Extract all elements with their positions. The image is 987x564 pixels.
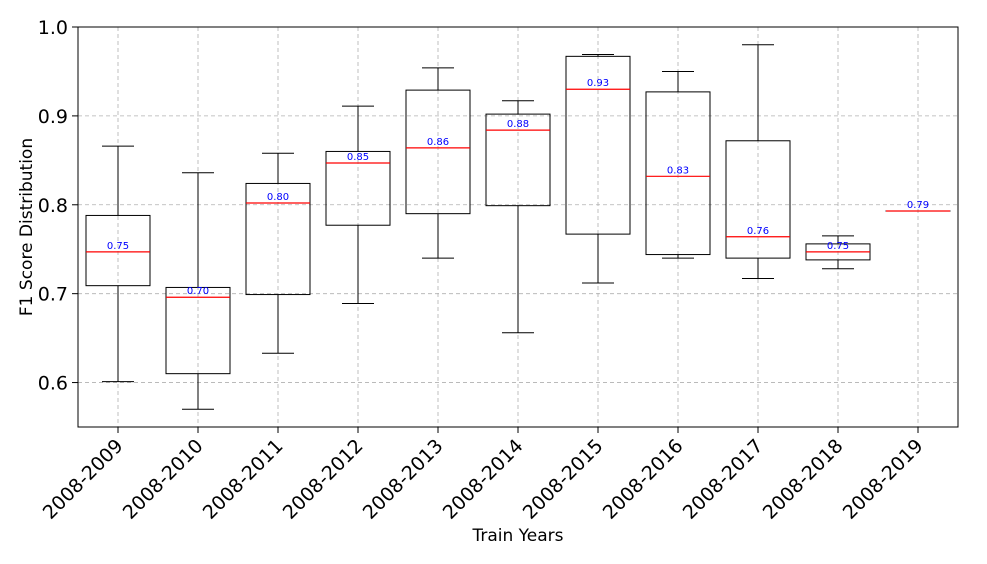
median-label: 0.85: [347, 152, 369, 163]
median-label: 0.75: [107, 241, 129, 252]
median-label: 0.93: [587, 78, 609, 89]
median-label: 0.79: [907, 200, 929, 211]
median-label: 0.83: [667, 165, 689, 176]
box-2008-2009: 0.75: [85, 145, 151, 383]
y-tick-label: 0.6: [38, 373, 68, 395]
axes: 0.60.70.80.91.02008-20092008-20102008-20…: [38, 17, 928, 524]
box-2008-2014: 0.88: [485, 100, 551, 334]
box-2008-2015: 0.93: [565, 54, 631, 284]
iqr-box: [485, 113, 551, 207]
box-2008-2011: 0.80: [245, 152, 311, 354]
x-tick-label: 2008-2010: [119, 435, 208, 524]
x-tick-label: 2008-2019: [839, 435, 928, 524]
x-tick-label: 2008-2009: [39, 435, 128, 524]
iqr-box: [325, 150, 391, 226]
x-tick-label: 2008-2015: [519, 435, 608, 524]
iqr-box: [85, 214, 151, 287]
y-tick-label: 0.9: [38, 106, 68, 128]
y-tick-label: 0.8: [38, 195, 68, 217]
iqr-box: [725, 140, 791, 259]
iqr-box: [645, 91, 711, 256]
x-tick-label: 2008-2012: [279, 435, 368, 524]
median-label: 0.75: [827, 241, 849, 252]
box-2008-2013: 0.86: [405, 67, 471, 259]
median-label: 0.70: [187, 286, 209, 297]
x-tick-label: 2008-2016: [599, 435, 688, 524]
box-2008-2018: 0.75: [805, 235, 871, 270]
iqr-box: [245, 182, 311, 296]
median-label: 0.88: [507, 119, 529, 130]
boxes: 0.75 0.70 0.80 0.85 0.86 0.88 0.93 0.83 0.76 0.75…: [85, 44, 951, 410]
x-tick-label: 2008-2013: [359, 435, 448, 524]
iqr-box: [165, 286, 231, 375]
median-label: 0.80: [267, 192, 289, 203]
y-tick-label: 1.0: [38, 17, 68, 39]
median-label: 0.76: [747, 226, 769, 237]
iqr-box: [405, 89, 471, 215]
box-2008-2012: 0.85: [325, 105, 391, 304]
x-tick-label: 2008-2017: [679, 435, 768, 524]
x-tick-label: 2008-2014: [439, 435, 528, 524]
y-tick-label: 0.7: [38, 284, 68, 306]
box-2008-2017: 0.76: [725, 44, 791, 280]
y-axis-title: F1 Score Distribution: [17, 138, 37, 316]
x-axis-title: Train Years: [471, 526, 563, 546]
median-label: 0.86: [427, 137, 449, 148]
box-2008-2016: 0.83: [645, 70, 711, 259]
box-2008-2019: 0.79: [885, 200, 951, 212]
x-tick-label: 2008-2018: [759, 435, 848, 524]
x-tick-label: 2008-2011: [199, 435, 288, 524]
iqr-box: [565, 55, 631, 235]
box-2008-2010: 0.70: [165, 172, 231, 410]
